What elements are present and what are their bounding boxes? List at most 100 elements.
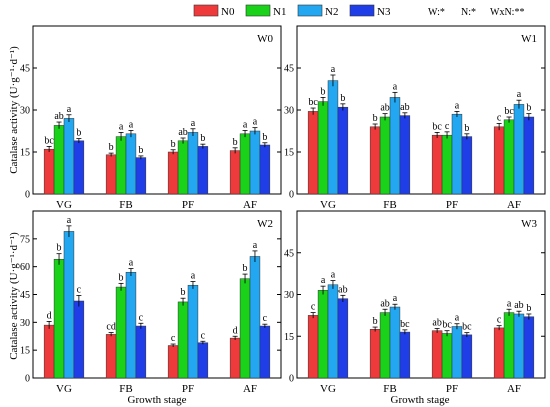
x-tick-label: AF	[243, 383, 257, 395]
x-tick-label: AF	[243, 199, 257, 211]
bar-n1	[441, 134, 453, 195]
bar-n2	[63, 118, 75, 195]
significance-letter: c	[77, 284, 82, 295]
significance-letter: a	[507, 298, 512, 309]
y-tick-label: 45	[284, 64, 294, 75]
significance-letter: ab	[400, 102, 409, 113]
significance-letter: bc	[432, 121, 442, 132]
bar-n1	[177, 140, 189, 195]
bar-n2	[249, 130, 261, 195]
significance-letter: a	[331, 270, 336, 281]
panel-title: W3	[521, 218, 537, 230]
y-tick-label: 15	[284, 332, 294, 343]
bar-n1	[115, 286, 127, 379]
bar-n1	[503, 119, 515, 195]
bar-n3	[73, 300, 85, 379]
significance-letter: c	[497, 315, 502, 326]
significance-letter: d	[47, 310, 52, 321]
legend-label-n0: N0	[221, 6, 235, 18]
bar-n3	[399, 331, 411, 379]
significance-note-3: WxN:**	[490, 7, 524, 18]
significance-note-1: W:*	[428, 7, 445, 18]
panel-title: W0	[257, 33, 273, 45]
bar-n3	[259, 325, 271, 379]
bar-n0	[431, 330, 443, 379]
legend-swatch-n2	[297, 4, 323, 17]
significance-letter: a	[455, 313, 460, 324]
x-tick-label: VG	[320, 199, 336, 211]
bar-n1	[53, 258, 65, 379]
panel-title: W2	[257, 218, 273, 230]
x-tick-label: PF	[182, 199, 194, 211]
bar-n2	[187, 284, 199, 379]
bar-n3	[399, 115, 411, 195]
significance-letter: b	[243, 263, 248, 274]
x-tick-label: PF	[446, 383, 458, 395]
significance-letter: b	[262, 132, 267, 143]
bar-n0	[369, 126, 381, 195]
significance-letter: a	[243, 119, 248, 130]
bar-n0	[229, 150, 241, 195]
panel-title: W1	[521, 33, 537, 45]
bar-n2	[513, 313, 525, 379]
bar-n2	[389, 306, 401, 379]
significance-letter: a	[393, 81, 398, 92]
significance-letter: b	[464, 123, 469, 134]
legend-label-n3: N3	[377, 6, 391, 18]
legend-label-n1: N1	[273, 6, 286, 18]
bar-n2	[249, 256, 261, 379]
significance-letter: a	[67, 104, 72, 115]
y-axis-label-bottom: Catalase activity (U·g⁻¹·d⁻¹)	[8, 232, 20, 360]
y-tick-label: 30	[20, 318, 30, 329]
bar-n1	[441, 333, 453, 379]
bar-n0	[105, 334, 117, 379]
significance-letter: a	[191, 118, 196, 129]
significance-letter: d	[233, 325, 238, 336]
bar-n2	[125, 133, 137, 195]
y-tick-label: 0	[25, 374, 30, 385]
bar-n3	[135, 325, 147, 379]
y-tick-label: 30	[284, 290, 294, 301]
y-tick-label: 60	[20, 262, 30, 273]
bar-n0	[307, 111, 319, 195]
bar-n3	[523, 116, 535, 195]
bar-n0	[43, 324, 55, 379]
significance-letter: c	[263, 313, 268, 324]
significance-letter: bc	[400, 319, 410, 330]
y-tick-label: 15	[284, 148, 294, 159]
significance-letter: bc	[462, 322, 472, 333]
bar-n0	[167, 151, 179, 195]
y-tick-label: 0	[289, 190, 294, 201]
significance-letter: a	[253, 240, 258, 251]
bar-n3	[135, 157, 147, 195]
bar-n2	[451, 326, 463, 379]
legend-label-n2: N2	[325, 6, 338, 18]
significance-letter: a	[119, 121, 124, 132]
significance-letter: b	[340, 93, 345, 104]
significance-letter: b	[373, 113, 378, 124]
bar-n0	[493, 327, 505, 379]
significance-letter: b	[200, 133, 205, 144]
y-axis-label-top: Catalase activity (U·g⁻¹·d⁻¹)	[8, 46, 20, 174]
significance-letter: c	[139, 312, 144, 323]
bar-n1	[239, 133, 251, 195]
bar-n3	[337, 298, 349, 379]
bar-n2	[187, 132, 199, 195]
legend-swatch-n1	[245, 4, 271, 17]
bar-n3	[461, 334, 473, 379]
bar-n2	[125, 271, 137, 379]
significance-letter: a	[129, 119, 134, 130]
significance-letter: bc	[308, 97, 318, 108]
x-tick-label: FB	[383, 199, 396, 211]
significance-letter: c	[445, 121, 450, 132]
bar-n3	[523, 316, 535, 379]
significance-letter: b	[138, 145, 143, 156]
significance-letter: b	[171, 139, 176, 150]
x-tick-label: PF	[446, 199, 458, 211]
significance-letter: cd	[106, 322, 115, 333]
bar-n1	[177, 301, 189, 379]
legend-swatch-n0	[193, 4, 219, 17]
